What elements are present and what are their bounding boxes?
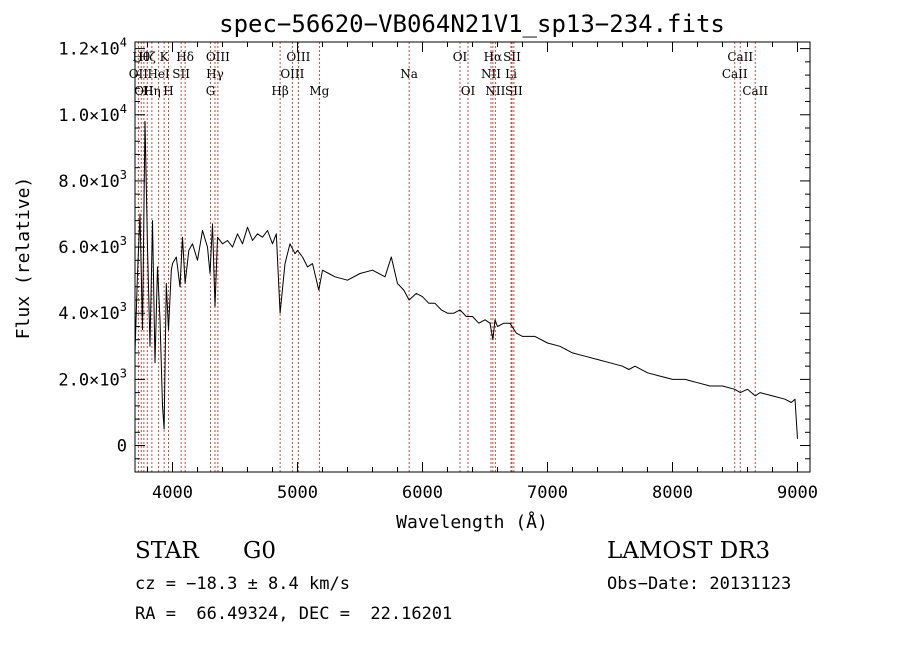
- y-tick-exponent-2: 3: [120, 300, 127, 314]
- y-tick-label-6: 1.2×104: [58, 36, 127, 60]
- y-tick-mantissa-0: 0: [117, 437, 127, 457]
- line-labels: OII Hθ OII Hζ Hη HeI K H SII Hδ Hγ G OIII Hβ OIII OIII M…: [129, 50, 769, 98]
- y-tick-mantissa-5: 1.0×10: [58, 106, 119, 126]
- y-tick-mantissa-1: 2.0×10: [58, 370, 119, 390]
- line-label-24: SII: [503, 50, 521, 64]
- line-label-5: HeI: [147, 67, 170, 81]
- y-tick-exponent-4: 3: [120, 168, 127, 182]
- line-label-2: OII: [134, 84, 154, 98]
- x-tick-label-4: 8000: [652, 483, 693, 503]
- line-label-22: NII: [485, 84, 505, 98]
- y-tick-exponent-3: 3: [120, 234, 127, 248]
- y-tick-mantissa-2: 4.0×10: [58, 304, 119, 324]
- y-tick-mantissa-3: 6.0×10: [58, 238, 119, 258]
- x-tick-label-0: 4000: [152, 483, 193, 503]
- line-label-27: CaII: [727, 50, 753, 64]
- x-tick-label-2: 6000: [402, 483, 443, 503]
- redshift-cz: cz = −18.3 ± 8.4 km/s: [135, 574, 350, 594]
- y-tick-label-4: 8.0×103: [58, 168, 127, 192]
- y-tick-mantissa-6: 1.2×10: [58, 40, 119, 60]
- line-label-14: OIII: [280, 67, 304, 81]
- y-tick-exponent-6: 4: [120, 36, 127, 50]
- y-tick-label-3: 6.0×103: [58, 234, 127, 258]
- line-label-1: Hθ: [132, 50, 150, 64]
- x-tick-label-5: 9000: [777, 483, 818, 503]
- survey-name: LAMOST DR3: [607, 538, 771, 564]
- observation-date: Obs−Date: 20131123: [607, 574, 792, 594]
- line-label-13: Hβ: [271, 84, 288, 98]
- line-label-15: OIII: [286, 50, 310, 64]
- y-tick-label-1: 2.0×103: [58, 366, 127, 390]
- y-tick-exponent-5: 4: [120, 102, 127, 116]
- chart-title: spec−56620−VB064N21V1_sp13−234.fits: [219, 10, 725, 38]
- line-label-9: Hδ: [176, 50, 194, 64]
- line-label-4: Hη: [143, 84, 161, 98]
- y-tick-mantissa-4: 8.0×10: [58, 172, 119, 192]
- y-axis-label: Flux (relative): [13, 177, 34, 340]
- x-tick-label-3: 7000: [527, 483, 568, 503]
- line-label-7: H: [163, 84, 173, 98]
- series-flux: [134, 120, 798, 439]
- y-tick-label-2: 4.0×103: [58, 300, 127, 324]
- line-label-23: Li: [505, 67, 517, 81]
- axis-ticks: 4000 5000 6000 7000 8000 900002.0×1034.0×1036…: [58, 36, 818, 503]
- line-label-18: OI: [453, 50, 468, 64]
- line-label-8: SII: [172, 67, 190, 81]
- y-tick-label-5: 1.0×104: [58, 102, 127, 126]
- line-label-3: Hζ: [139, 50, 156, 64]
- line-label-21: Hα: [484, 50, 503, 64]
- series-layer: [134, 120, 798, 439]
- y-tick-label-0: 0: [117, 437, 127, 457]
- plot-frame: [134, 41, 811, 473]
- y-tick-exponent-1: 3: [120, 366, 127, 380]
- x-axis-label: Wavelength (Å): [396, 511, 548, 533]
- ra-dec-coordinates: RA = 66.49324, DEC = 22.16201: [135, 604, 453, 624]
- line-label-11: G: [206, 84, 216, 98]
- line-label-0: OII: [129, 67, 149, 81]
- spectral-line-markers: [137, 42, 756, 472]
- line-label-26: CaII: [722, 67, 748, 81]
- line-label-16: Mg: [309, 84, 329, 98]
- line-label-12: OIII: [206, 50, 230, 64]
- object-subclass: G0: [243, 538, 277, 564]
- object-class: STAR: [135, 538, 199, 564]
- line-label-25: SII: [505, 84, 523, 98]
- line-label-10: Hγ: [206, 67, 224, 81]
- line-label-6: K: [160, 50, 170, 64]
- x-tick-label-1: 5000: [277, 483, 318, 503]
- line-label-20: NII: [481, 67, 501, 81]
- line-label-17: Na: [400, 67, 418, 81]
- line-label-19: OI: [461, 84, 476, 98]
- line-label-28: CaII: [742, 84, 768, 98]
